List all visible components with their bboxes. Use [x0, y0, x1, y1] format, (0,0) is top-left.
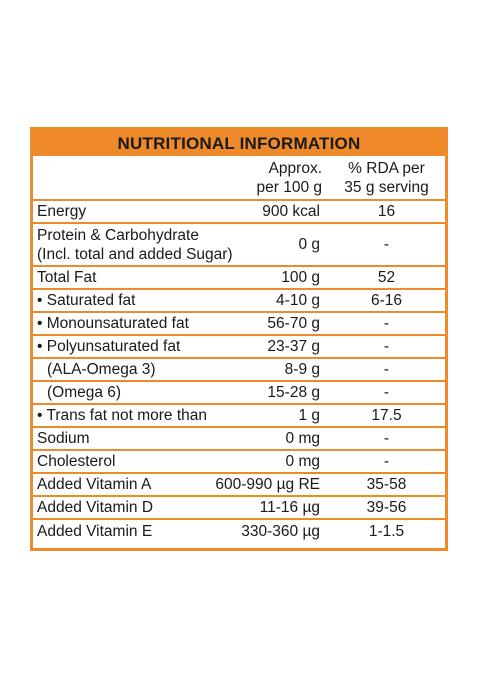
row-rda: - — [383, 429, 390, 447]
row-rda: 16 — [377, 202, 396, 220]
header-nutrient-cell — [33, 156, 230, 199]
table-row: Total Fat 100 g 52 — [33, 267, 445, 290]
row-rda: 35-58 — [366, 475, 407, 493]
row-rda: 17.5 — [371, 406, 402, 424]
row-nutrient-line1: Protein & Carbohydrate — [37, 226, 199, 244]
row-nutrient: Sodium — [37, 429, 90, 447]
table-row: (ALA-Omega 3) 8-9 g - — [33, 359, 445, 382]
table-row: • Trans fat not more than 1 g 17.5 — [33, 405, 445, 428]
table-row: Cholesterol 0 mg - — [33, 451, 445, 474]
row-approx: 23-37 g — [267, 337, 320, 355]
row-rda: - — [383, 337, 390, 355]
header-rda-line2: 35 g serving — [344, 178, 429, 196]
table-row: (Omega 6) 15-28 g - — [33, 382, 445, 405]
row-approx: 330-360 µg — [241, 522, 320, 540]
row-approx: 0 mg — [285, 452, 320, 470]
row-nutrient: • Monounsaturated fat — [37, 314, 189, 332]
row-approx: 11-16 µg — [259, 498, 320, 516]
row-nutrient: • Trans fat not more than — [37, 406, 207, 424]
table-header: Approx. per 100 g % RDA per 35 g serving — [33, 156, 445, 201]
panel-title: NUTRITIONAL INFORMATION — [33, 130, 445, 156]
table-row: Sodium 0 mg - — [33, 428, 445, 451]
row-nutrient: Added Vitamin A — [37, 475, 152, 493]
row-rda: - — [383, 360, 390, 378]
row-nutrient: (Omega 6) — [47, 383, 122, 401]
row-nutrient-line2: (Incl. total and added Sugar) — [37, 245, 233, 263]
row-nutrient: • Saturated fat — [37, 291, 136, 309]
row-approx: 1 g — [298, 406, 320, 424]
header-rda-line1: % RDA per — [348, 159, 425, 177]
row-nutrient: Energy — [37, 202, 87, 220]
row-nutrient: Cholesterol — [37, 452, 116, 470]
row-nutrient: Protein & Carbohydrate (Incl. total and … — [33, 224, 233, 265]
nutrition-panel: NUTRITIONAL INFORMATION Approx. per 100 … — [30, 127, 448, 551]
header-approx-cell: Approx. per 100 g — [230, 156, 328, 199]
row-approx: 15-28 g — [267, 383, 320, 401]
table-row: Added Vitamin E 330-360 µg 1-1.5 — [33, 520, 445, 543]
row-approx: 0 mg — [285, 429, 320, 447]
row-approx: 600-990 µg RE — [215, 475, 320, 493]
row-approx: 4-10 g — [276, 291, 320, 309]
table-row: • Saturated fat 4-10 g 6-16 — [33, 290, 445, 313]
row-rda: - — [383, 314, 390, 332]
row-approx: 100 g — [281, 268, 320, 286]
row-rda: - — [383, 452, 390, 470]
row-rda: - — [383, 383, 390, 401]
row-approx: 0 g — [298, 235, 320, 253]
table-row: Energy 900 kcal 16 — [33, 201, 445, 224]
table-row: • Polyunsaturated fat 23-37 g - — [33, 336, 445, 359]
row-nutrient: Added Vitamin E — [37, 522, 153, 540]
table-row: Added Vitamin A 600-990 µg RE 35-58 — [33, 474, 445, 497]
table-row: Protein & Carbohydrate (Incl. total and … — [33, 224, 445, 267]
table-row: Added Vitamin D 11-16 µg 39-56 — [33, 497, 445, 520]
row-rda: 1-1.5 — [368, 522, 405, 540]
row-approx: 8-9 g — [284, 360, 320, 378]
row-nutrient: Added Vitamin D — [37, 498, 154, 516]
header-approx-line1: Approx. — [268, 159, 322, 177]
row-rda: 52 — [377, 268, 396, 286]
row-rda: 39-56 — [366, 498, 407, 516]
row-nutrient: Total Fat — [37, 268, 97, 286]
row-nutrient: • Polyunsaturated fat — [37, 337, 181, 355]
row-approx: 900 kcal — [262, 202, 320, 220]
table-row: • Monounsaturated fat 56-70 g - — [33, 313, 445, 336]
header-approx-line2: per 100 g — [256, 178, 323, 196]
header-rda-cell: % RDA per 35 g serving — [328, 156, 445, 199]
row-approx: 56-70 g — [267, 314, 320, 332]
row-rda: - — [383, 235, 390, 253]
row-nutrient: (ALA-Omega 3) — [47, 360, 156, 378]
row-rda: 6-16 — [370, 291, 403, 309]
